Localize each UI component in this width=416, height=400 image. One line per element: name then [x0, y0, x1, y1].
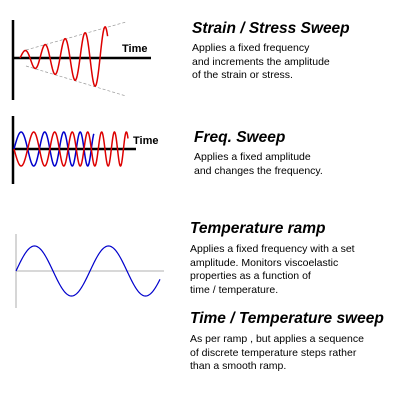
freq-sweep-diagram: Time [11, 116, 158, 184]
strain-sweep-waveform [19, 26, 109, 87]
strain-sweep-title: Strain / Stress Sweep [192, 20, 350, 37]
strain-sweep-envelope-lower [25, 65, 127, 97]
temp-ramp-title: Temperature ramp [190, 220, 326, 237]
strain-sweep-diagram: Time [11, 20, 151, 100]
freq-sweep-description: Applies a fixed amplitude and changes th… [194, 151, 323, 177]
strain-sweep-description: Applies a fixed frequency and increments… [192, 42, 330, 81]
freq-sweep-title: Freq. Sweep [194, 129, 286, 146]
freq-sweep-waveform-red [13, 131, 129, 167]
time-temp-sweep-title: Time / Temperature sweep [190, 310, 384, 327]
strain-sweep-time-label: Time [122, 43, 147, 55]
temp-ramp-description: Applies a fixed frequency with a set amp… [190, 243, 355, 296]
temp-ramp-waveform [15, 245, 161, 297]
temp-ramp-diagram [15, 234, 164, 308]
time-temp-sweep-description: As per ramp , but applies a sequence of … [190, 333, 364, 372]
freq-sweep-time-label: Time [133, 135, 158, 147]
strain-sweep-envelope-upper [25, 21, 127, 51]
